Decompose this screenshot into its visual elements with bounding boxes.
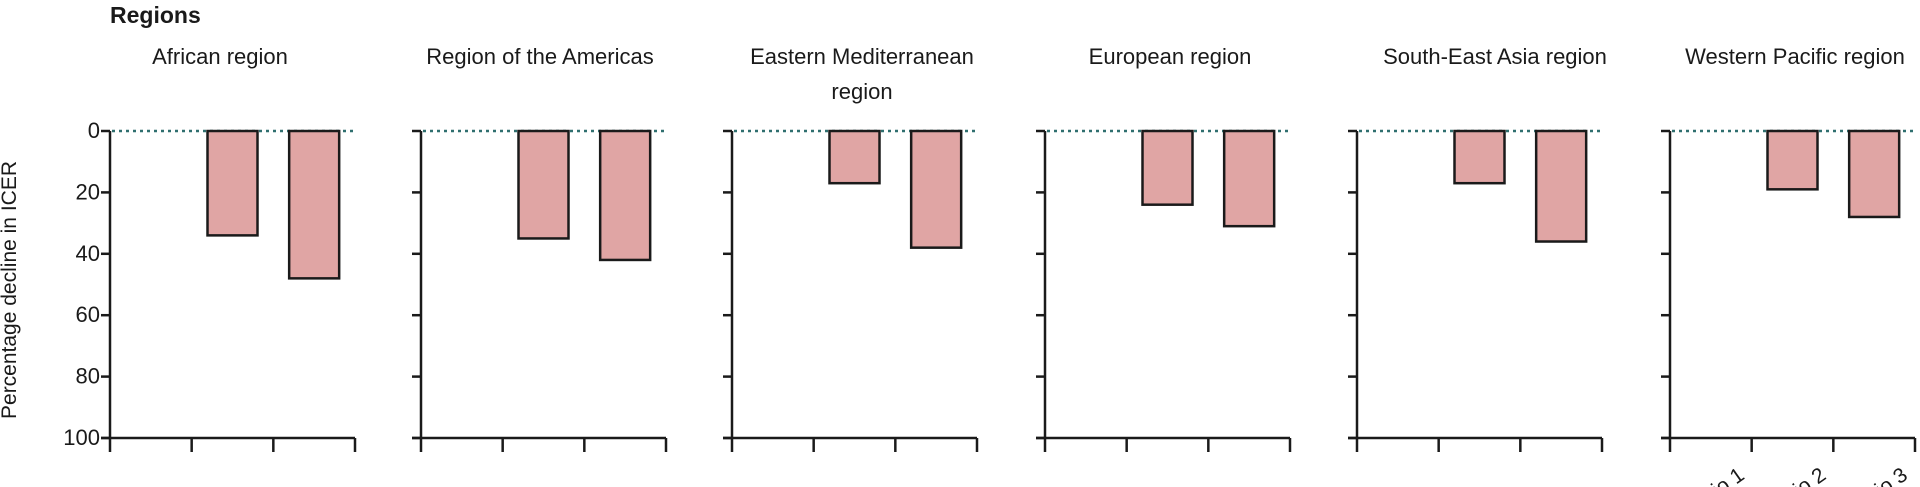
y-tick-label: 40	[76, 241, 100, 266]
x-tick-label: io 3	[1871, 463, 1912, 487]
bar	[828, 129, 881, 185]
bar	[1766, 129, 1819, 191]
bar	[206, 129, 259, 237]
bar	[287, 129, 341, 280]
bar	[909, 129, 963, 249]
bar	[1453, 129, 1506, 185]
panel-title: Western Pacific region	[1685, 44, 1905, 69]
bar	[598, 129, 652, 262]
panel-title: African region	[152, 44, 288, 69]
panel-title: Eastern Mediterranean region	[750, 44, 974, 104]
bar	[1222, 129, 1276, 228]
bar	[1847, 129, 1901, 219]
x-tick-label: io 1	[1708, 463, 1749, 487]
section-title: Regions	[110, 2, 201, 28]
y-tick-label: 60	[76, 302, 100, 327]
bar	[517, 129, 570, 240]
panel-title: South-East Asia region	[1383, 44, 1607, 69]
y-tick-label: 0	[88, 118, 100, 143]
bar	[1141, 129, 1194, 206]
y-tick-label: 20	[76, 179, 100, 204]
x-tick-label: io 2	[1789, 463, 1830, 487]
panel-title: Region of the Americas	[426, 44, 654, 69]
y-tick-label: 100	[63, 425, 100, 450]
bar	[1534, 129, 1588, 243]
y-tick-label: 80	[76, 364, 100, 389]
panel-title: European region	[1088, 44, 1252, 69]
